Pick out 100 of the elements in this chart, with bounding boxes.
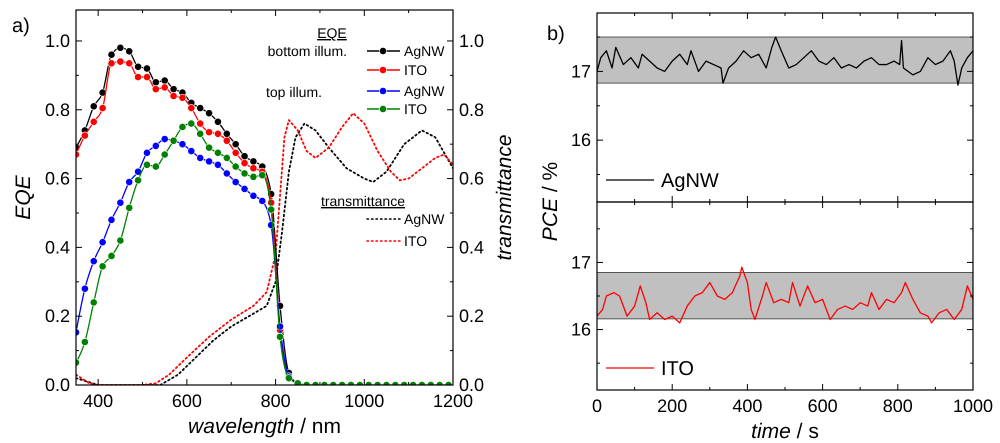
y-tick-label: 16 <box>570 320 591 340</box>
point <box>98 238 107 246</box>
point <box>196 120 204 128</box>
point <box>232 162 240 170</box>
y2-tick-label: 0.4 <box>459 237 484 258</box>
y-tick-label: 0.8 <box>44 100 70 120</box>
text: a) <box>12 15 30 37</box>
point <box>143 73 151 81</box>
point <box>152 162 160 170</box>
point <box>152 78 160 86</box>
point <box>152 142 160 150</box>
legend-label: AgNW <box>404 43 446 59</box>
point <box>134 73 142 81</box>
point <box>232 140 240 148</box>
point <box>240 185 248 193</box>
x-tick-label: 800 <box>882 396 913 416</box>
point <box>143 64 151 72</box>
point <box>98 104 107 112</box>
y-tick-label: 16 <box>570 130 591 150</box>
point <box>143 148 151 157</box>
point <box>196 130 204 138</box>
point <box>80 284 89 293</box>
y2-tick-label: 0.6 <box>459 168 484 189</box>
point <box>80 132 89 140</box>
legend-label: AgNW <box>404 83 446 99</box>
point <box>250 157 258 166</box>
x-tick-label: 400 <box>732 396 762 416</box>
point <box>276 332 284 341</box>
y-tick-label: 0.0 <box>44 375 70 395</box>
x-tick-label: 1000 <box>344 391 384 411</box>
point <box>214 130 222 138</box>
point <box>125 47 134 56</box>
point <box>205 144 213 152</box>
point <box>258 197 266 205</box>
point <box>250 172 258 181</box>
x-tick-label: 600 <box>808 396 838 416</box>
point <box>160 76 169 84</box>
point <box>240 159 248 167</box>
point <box>98 262 107 270</box>
point <box>125 178 134 186</box>
legend-label: ITO <box>404 101 428 117</box>
y-tick-label: 1.0 <box>44 30 70 51</box>
y-axis-title: EQE <box>12 174 35 220</box>
y-tick-label: 0.2 <box>44 306 70 326</box>
point <box>116 198 124 207</box>
y2-tick-label: 0.2 <box>459 306 484 326</box>
point <box>214 148 222 157</box>
legend-label: AgNW <box>404 211 446 227</box>
point <box>240 170 248 178</box>
point <box>250 164 258 172</box>
point <box>152 85 160 94</box>
point <box>80 338 89 346</box>
annotation: transmittance <box>320 193 406 209</box>
point <box>214 160 222 169</box>
point <box>160 135 169 143</box>
y2-axis-title: transmittance <box>493 134 516 261</box>
legend-label: ITO <box>404 62 428 78</box>
point <box>258 171 266 180</box>
point <box>232 178 240 186</box>
x-tick-label: 0 <box>592 396 602 416</box>
legend-label: AgNW <box>661 170 719 192</box>
point <box>125 204 134 212</box>
point <box>134 62 142 71</box>
point <box>90 118 98 126</box>
point <box>116 236 124 244</box>
x-tick-label: 200 <box>657 396 688 416</box>
text: b) <box>547 23 565 45</box>
point <box>90 257 98 266</box>
point <box>116 58 124 66</box>
point <box>222 170 231 178</box>
x-axis-title: time / s <box>751 420 819 443</box>
x-tick-label: 1000 <box>952 396 994 416</box>
y-tick-label: 0.6 <box>44 168 70 189</box>
line-series <box>597 266 973 324</box>
point <box>267 206 276 214</box>
x-tick-label: 600 <box>172 391 202 411</box>
legend-label: ITO <box>661 358 694 380</box>
point <box>134 176 142 184</box>
point <box>108 50 116 59</box>
annotation: EQE <box>317 25 347 41</box>
y-tick-label: 17 <box>570 61 591 82</box>
point <box>214 118 222 126</box>
y-axis-title: PCE / % <box>539 162 562 242</box>
point <box>108 59 116 68</box>
point <box>160 84 169 92</box>
point <box>160 150 169 158</box>
point <box>170 85 178 94</box>
point <box>125 59 134 68</box>
point <box>196 104 204 112</box>
point <box>222 154 231 162</box>
point <box>178 123 186 131</box>
point <box>178 140 186 148</box>
point <box>116 44 124 52</box>
legend-label: ITO <box>404 233 428 249</box>
annotation: top illum. <box>266 84 322 100</box>
point <box>187 120 196 128</box>
x-axis-title: wavelength / nm <box>188 415 341 438</box>
point <box>187 104 196 112</box>
point <box>240 152 248 160</box>
y-tick-label: 17 <box>570 252 591 272</box>
